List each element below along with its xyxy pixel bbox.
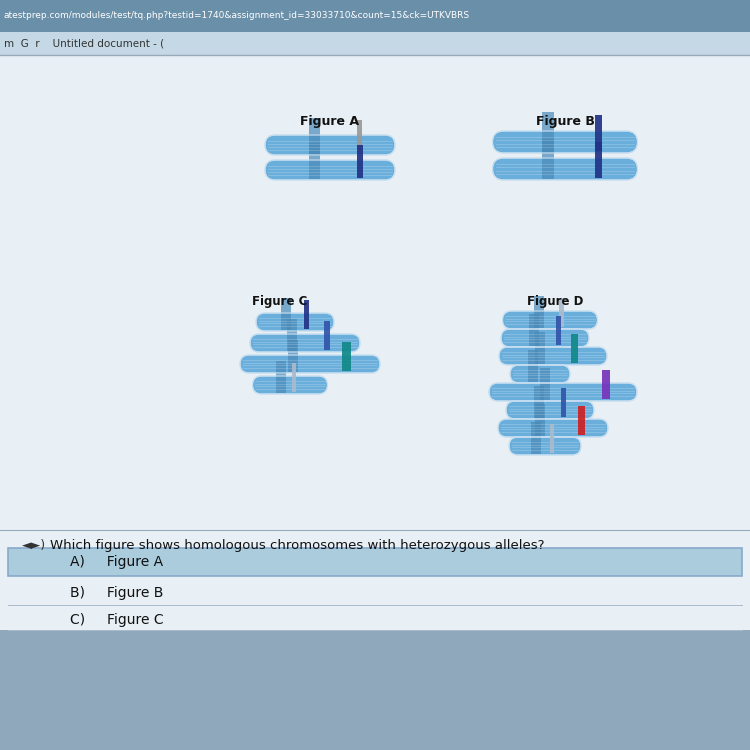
FancyBboxPatch shape [493, 158, 638, 180]
Text: C)     Figure C: C) Figure C [70, 613, 164, 627]
Bar [292, 363, 296, 392]
Bar [532, 422, 542, 454]
Bar [535, 332, 545, 364]
Bar [578, 406, 585, 436]
Bar [595, 115, 602, 151]
Bar [542, 140, 554, 179]
Bar [286, 319, 297, 351]
Bar [559, 298, 564, 328]
FancyBboxPatch shape [506, 401, 594, 419]
Bar [304, 300, 310, 329]
Bar [324, 321, 330, 350]
Bar [528, 350, 538, 382]
Text: A)     Figure A: A) Figure A [70, 555, 164, 569]
Text: Figure B: Figure B [536, 116, 595, 128]
FancyBboxPatch shape [489, 383, 637, 401]
Bar [530, 314, 539, 346]
Bar [542, 112, 554, 152]
Bar [540, 368, 550, 400]
FancyBboxPatch shape [503, 311, 598, 329]
Text: Figure D: Figure D [526, 296, 584, 308]
Bar [556, 316, 561, 346]
Bar [535, 386, 544, 418]
Bar [602, 370, 610, 400]
Bar [309, 118, 320, 154]
FancyBboxPatch shape [256, 313, 334, 331]
Bar [276, 361, 286, 393]
Bar [0, 32, 750, 55]
Bar [357, 146, 363, 178]
Bar [550, 424, 554, 454]
FancyBboxPatch shape [509, 437, 581, 455]
Bar [534, 296, 544, 328]
Bar [342, 342, 350, 371]
Bar [280, 298, 290, 330]
Bar [309, 143, 320, 179]
FancyBboxPatch shape [493, 131, 638, 153]
FancyBboxPatch shape [253, 376, 328, 394]
Text: ◄►): ◄►) [22, 538, 46, 551]
Bar [8, 548, 742, 576]
FancyBboxPatch shape [510, 365, 570, 383]
FancyBboxPatch shape [499, 347, 607, 365]
Bar [0, 0, 750, 32]
Bar [572, 334, 578, 364]
FancyBboxPatch shape [501, 329, 589, 347]
FancyBboxPatch shape [498, 419, 608, 437]
Bar [535, 404, 544, 436]
Text: Which figure shows homologous chromosomes with heterozygous alleles?: Which figure shows homologous chromosome… [50, 538, 544, 551]
FancyBboxPatch shape [240, 355, 380, 373]
Text: atestprep.com/modules/test/tq.php?testid=1740&assignment_id=33033710&count=15&ck: atestprep.com/modules/test/tq.php?testid… [4, 11, 470, 20]
FancyBboxPatch shape [265, 135, 395, 155]
Text: m  G  r    Untitled document - (: m G r Untitled document - ( [4, 39, 164, 49]
Text: B)     Figure B: B) Figure B [70, 586, 164, 600]
Bar [0, 55, 750, 630]
Text: Figure C: Figure C [252, 296, 308, 308]
Bar [357, 121, 362, 153]
Text: Figure A: Figure A [301, 116, 359, 128]
Bar [595, 142, 602, 178]
Bar [560, 388, 566, 418]
Bar [288, 340, 298, 372]
FancyBboxPatch shape [250, 334, 360, 352]
FancyBboxPatch shape [265, 160, 395, 180]
